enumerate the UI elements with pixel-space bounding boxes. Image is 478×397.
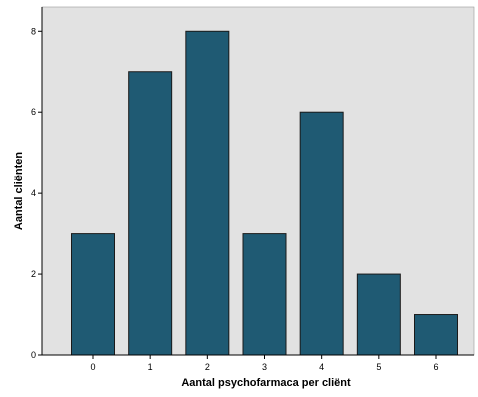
x-tick-label-3: 3 (262, 362, 267, 372)
bar-1 (128, 71, 173, 356)
y-tick-label-4: 4 (31, 188, 36, 198)
y-axis-title: Aantal cliënten (13, 152, 25, 231)
y-tick-label-8: 8 (31, 26, 36, 36)
y-tick-label-6: 6 (31, 107, 36, 117)
bar-2 (185, 30, 230, 356)
bar-4 (299, 111, 344, 356)
x-tick-label-2: 2 (205, 362, 210, 372)
x-tick-label-5: 5 (376, 362, 381, 372)
x-axis-ticks: 0 1 2 3 4 5 6 (90, 355, 439, 372)
x-axis-title: Aantal psychofarmaca per cliënt (181, 377, 351, 389)
bar-6 (414, 314, 458, 356)
x-tick-label-0: 0 (90, 362, 95, 372)
y-tick-label-0: 0 (31, 350, 36, 360)
bar-3 (242, 233, 287, 356)
x-tick-label-1: 1 (148, 362, 153, 372)
bar-0 (71, 233, 115, 356)
bars-group (71, 30, 458, 356)
y-axis-ticks: 0 2 4 6 8 (31, 26, 42, 360)
bar-5 (356, 273, 401, 356)
x-tick-label-6: 6 (433, 362, 438, 372)
x-tick-label-4: 4 (319, 362, 324, 372)
y-tick-label-2: 2 (31, 269, 36, 279)
